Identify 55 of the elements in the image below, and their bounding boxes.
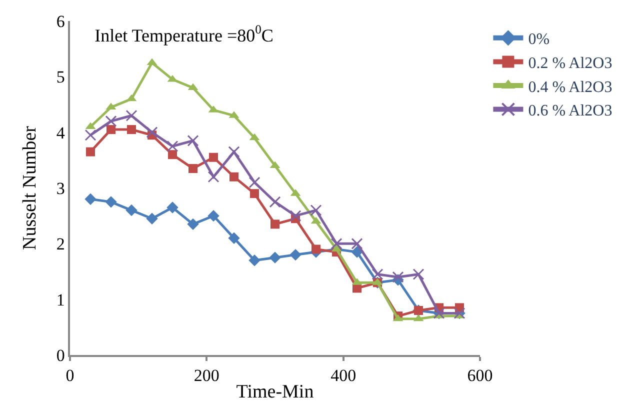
point xyxy=(146,126,158,138)
y-tick-label: 6 xyxy=(56,12,65,31)
point xyxy=(126,110,138,122)
point xyxy=(290,210,302,222)
point xyxy=(230,172,238,182)
point xyxy=(269,196,281,208)
point xyxy=(351,238,363,250)
point xyxy=(248,254,260,266)
point xyxy=(310,204,322,216)
point xyxy=(86,147,95,156)
point xyxy=(146,212,158,224)
point xyxy=(208,210,220,222)
point xyxy=(187,134,199,146)
point xyxy=(188,164,198,174)
point xyxy=(392,271,404,283)
point xyxy=(412,268,424,280)
point xyxy=(250,189,259,198)
point xyxy=(312,244,320,254)
x-tick-label: 400 xyxy=(330,366,356,386)
point xyxy=(270,220,280,229)
legend-label: 0.2 % Al2O3 xyxy=(528,54,612,72)
y-tick-label: 5 xyxy=(56,68,65,87)
point xyxy=(126,204,138,216)
point xyxy=(105,115,117,127)
point xyxy=(209,152,218,162)
y-tick-label: 0 xyxy=(56,346,65,365)
point xyxy=(105,196,117,208)
x-tick-label: 200 xyxy=(194,366,220,386)
y-tick-label: 1 xyxy=(56,290,65,310)
point xyxy=(166,202,178,214)
point xyxy=(208,171,220,183)
legend-label: 0.6 % Al2O3 xyxy=(528,102,612,120)
point xyxy=(84,129,96,141)
point xyxy=(168,150,177,160)
point xyxy=(228,146,240,158)
chart-title: Inlet Temperature =80$^{0}$C xyxy=(94,22,274,46)
point xyxy=(127,125,136,134)
y-tick-label: 3 xyxy=(56,178,65,198)
point xyxy=(248,176,260,188)
point xyxy=(84,193,96,205)
point xyxy=(372,268,384,280)
point xyxy=(106,125,116,134)
y-tick-label: 2 xyxy=(56,234,65,254)
x-axis-title: Time-Min xyxy=(236,381,314,402)
point xyxy=(269,252,281,264)
point xyxy=(228,232,240,244)
point xyxy=(330,238,342,250)
point xyxy=(187,218,199,230)
y-tick-label: 4 xyxy=(56,123,66,142)
point xyxy=(166,140,178,152)
x-tick-label: 600 xyxy=(467,366,493,386)
legend-label: 0% xyxy=(528,31,550,48)
point xyxy=(290,248,302,261)
y-axis-title: Nusselt Number xyxy=(20,125,41,250)
legend-label: 0.4 % Al2O3 xyxy=(528,78,612,96)
